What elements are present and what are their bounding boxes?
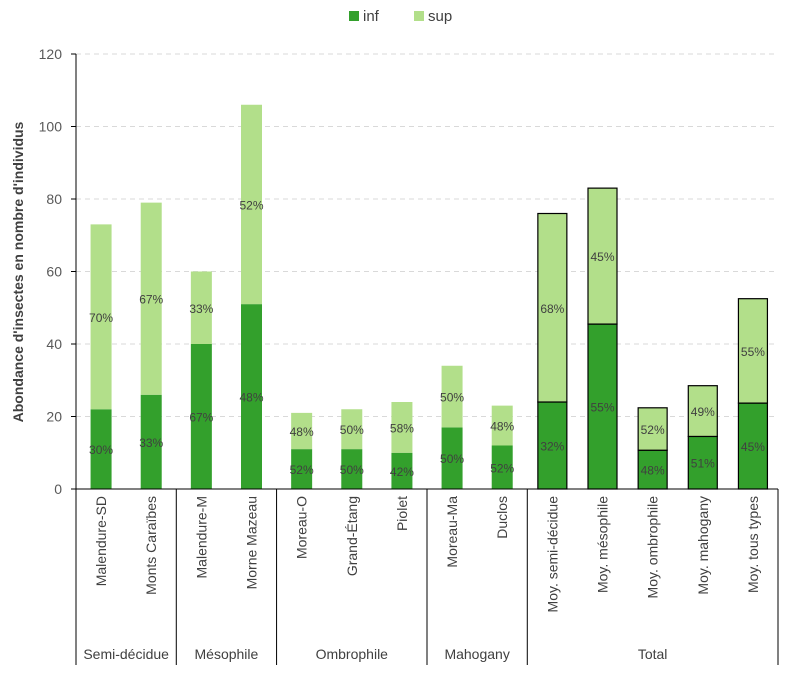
bar-sup (341, 409, 363, 450)
data-label: 48% (490, 420, 514, 434)
data-label: 33% (189, 302, 213, 316)
data-label: 45% (741, 440, 765, 454)
x-tick-label: Moreau-O (294, 496, 310, 559)
data-label: 50% (440, 452, 464, 466)
x-tick-label: Moy. mahogany (695, 496, 711, 595)
y-axis-label: Abondance d'insectes en nombre d'individ… (10, 121, 26, 422)
x-tick-label: Morne Mazeau (244, 496, 260, 589)
bar-inf (90, 409, 112, 489)
x-tick-label: Piolet (394, 496, 410, 531)
y-tick-label: 20 (46, 409, 62, 425)
bar-sup (441, 365, 463, 428)
data-label: 48% (239, 391, 263, 405)
bar-sup (140, 202, 162, 395)
legend-swatch-inf (349, 11, 359, 21)
bar-inf (587, 323, 618, 490)
data-label: 50% (340, 423, 364, 437)
bar-inf (341, 449, 363, 489)
bar-sup (241, 104, 262, 305)
bar-sup (90, 224, 112, 410)
legend-label: inf (363, 8, 380, 25)
data-label: 55% (590, 401, 614, 415)
data-label: 58% (390, 421, 414, 435)
group-label: Ombrophile (316, 646, 389, 662)
bar-sup (190, 271, 212, 344)
data-label: 50% (340, 463, 364, 477)
x-tick-label: Malendure-M (193, 496, 209, 578)
data-label: 52% (490, 461, 514, 475)
data-label: 70% (89, 311, 113, 325)
bar-inf (241, 304, 262, 489)
y-tick-label: 100 (39, 119, 63, 135)
bar-sup (491, 405, 513, 446)
data-label: 30% (89, 443, 113, 457)
y-tick-label: 120 (39, 46, 63, 62)
bar-inf (687, 435, 718, 490)
data-label: 32% (540, 440, 564, 454)
data-label: 48% (641, 464, 665, 478)
data-label: 50% (440, 391, 464, 405)
group-label: Semi-décidue (83, 646, 169, 662)
bar-sup (587, 187, 618, 325)
bar-sup (687, 385, 718, 438)
data-label: 52% (290, 463, 314, 477)
x-tick-label: Moreau-Ma (444, 496, 460, 568)
bar-inf (291, 449, 313, 489)
bar-inf (441, 427, 463, 489)
data-label: 45% (590, 250, 614, 264)
bar-inf (140, 394, 162, 489)
bar-inf (391, 452, 413, 489)
bar-inf (737, 402, 769, 490)
group-label: Total (638, 646, 668, 662)
data-label: 49% (691, 405, 715, 419)
x-tick-label: Monts Caraïbes (143, 496, 159, 595)
y-tick-label: 40 (46, 336, 62, 352)
bar-inf (491, 445, 513, 489)
y-tick-label: 0 (54, 481, 62, 497)
x-tick-label: Duclos (494, 496, 510, 539)
data-label: 51% (691, 457, 715, 471)
data-label: 67% (139, 293, 163, 307)
legend-swatch-sup (414, 11, 424, 21)
x-tick-label: Moy. tous types (745, 496, 761, 593)
data-label: 42% (390, 465, 414, 479)
data-label: 52% (641, 423, 665, 437)
data-label: 52% (239, 198, 263, 212)
bar-sup (537, 212, 568, 403)
bar-sup (391, 402, 413, 453)
x-tick-label: Moy. ombrophile (645, 496, 661, 599)
group-label: Mésophile (195, 646, 259, 662)
x-tick-label: Moy. mésophile (595, 496, 611, 593)
legend-label: sup (428, 8, 452, 25)
bar-inf (190, 344, 212, 489)
group-label: Mahogany (444, 646, 509, 662)
data-label: 67% (189, 411, 213, 425)
bar-sup (737, 298, 769, 404)
data-label: 68% (540, 302, 564, 316)
y-tick-label: 80 (46, 191, 62, 207)
bar-sup (637, 407, 668, 451)
data-label: 33% (139, 436, 163, 450)
x-tick-label: Malendure-SD (93, 496, 109, 586)
data-label: 55% (741, 345, 765, 359)
bar-sup (291, 412, 313, 450)
x-tick-label: Moy. semi-décidue (544, 496, 560, 613)
data-label: 48% (290, 425, 314, 439)
y-tick-label: 60 (46, 264, 62, 280)
x-tick-label: Grand-Étang (344, 496, 360, 576)
